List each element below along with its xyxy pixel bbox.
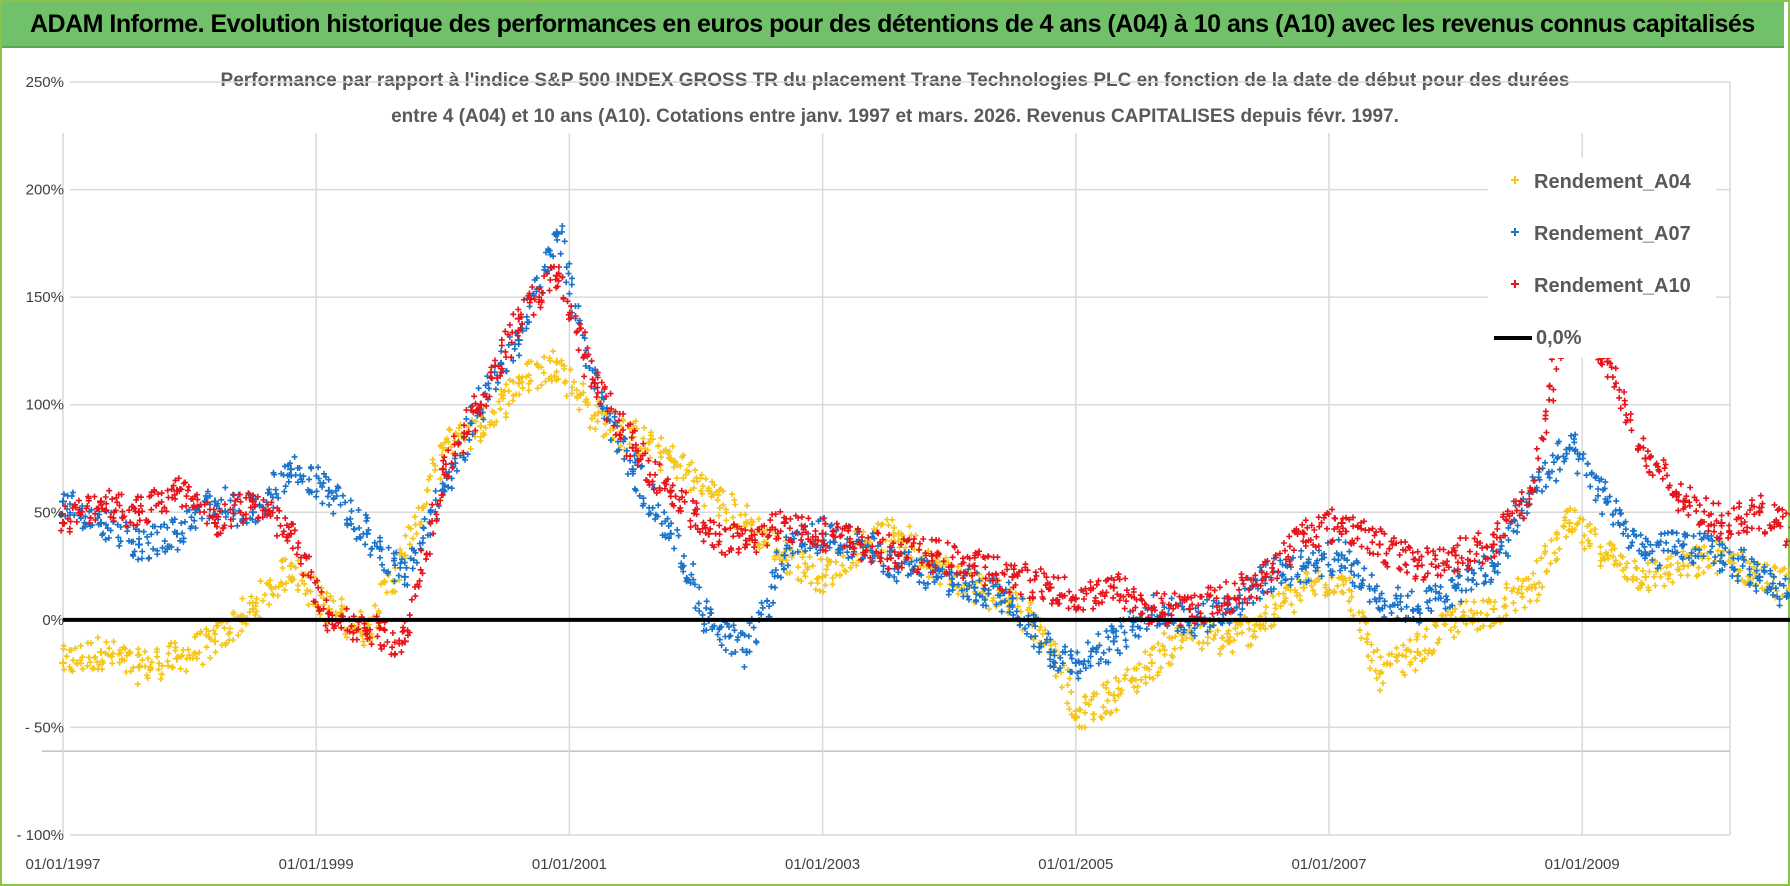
data-point: [970, 583, 979, 592]
chart-title-line2: entre 4 (A04) et 10 ans (A10). Cotations…: [391, 106, 1399, 127]
data-point: [96, 648, 105, 657]
x-tick-label: 01/01/2005: [1038, 856, 1113, 873]
banner-title: ADAM Informe. Evolution historique des p…: [30, 9, 1755, 38]
y-tick-label: 0%: [42, 612, 64, 629]
y-tick-label: 250%: [26, 74, 64, 91]
x-tick-label: 01/01/1997: [25, 856, 100, 873]
data-point: [1109, 637, 1118, 646]
data-point: [1489, 605, 1498, 614]
legend-marker: [1511, 280, 1519, 288]
scatter-cloud: [57, 223, 1790, 682]
x-tick-label: 01/01/1999: [279, 856, 354, 873]
legend-marker: [1511, 228, 1519, 236]
data-point: [210, 637, 219, 646]
y-tick-label: 100%: [26, 397, 64, 414]
data-point: [1565, 519, 1574, 528]
data-point: [780, 551, 789, 560]
data-point: [1337, 519, 1346, 528]
data-point: [1679, 540, 1688, 549]
x-tick-label: 01/01/2009: [1545, 856, 1620, 873]
data-point: [818, 529, 827, 538]
y-tick-label: 50%: [34, 504, 64, 521]
scatter-cloud: [58, 263, 1790, 658]
legend-box: [1488, 158, 1716, 358]
legend-label: Rendement_A07: [1534, 223, 1691, 245]
x-tick-label: 01/01/2007: [1291, 856, 1366, 873]
data-point: [1717, 551, 1726, 560]
series-layer: [57, 223, 1790, 731]
legend-label: Rendement_A10: [1534, 275, 1691, 297]
series-rendement-a07: [57, 223, 1790, 682]
chart-title-line1: Performance par rapport à l'indice S&P 5…: [221, 70, 1570, 91]
y-tick-label: - 50%: [25, 719, 64, 736]
zero-line-layer: [63, 617, 1790, 622]
legend-marker: [1511, 176, 1519, 184]
data-point: [400, 572, 409, 581]
y-tick-label: 150%: [26, 289, 64, 306]
data-point: [438, 465, 447, 474]
banner: ADAM Informe. Evolution historique des p…: [2, 2, 1784, 48]
data-point: [1451, 551, 1460, 560]
data-point: [1641, 454, 1650, 463]
axis-labels: 250% 200% 150% 100% 50% 0% - 50% - 100% 01/01/19…: [16, 74, 1620, 873]
series-rendement-a10: [58, 263, 1790, 658]
y-tick-label: - 100%: [16, 827, 64, 844]
data-point: [666, 529, 675, 538]
data-point: [59, 658, 67, 667]
data-point: [134, 540, 143, 549]
x-tick-label: 01/01/2001: [532, 856, 607, 873]
data-point: [590, 379, 599, 388]
y-tick-label: 200%: [26, 182, 64, 199]
x-tick-label: 01/01/2003: [785, 856, 860, 873]
data-point: [248, 508, 257, 517]
data-point: [1641, 572, 1650, 581]
legend-label: 0,0%: [1536, 327, 1582, 349]
data-point: [210, 519, 219, 528]
data-point: [286, 465, 295, 474]
data-point: [476, 422, 485, 431]
legend-label: Rendement_A04: [1534, 171, 1692, 193]
data-point: [1375, 669, 1384, 678]
data-point: [1147, 658, 1156, 667]
data-point: [1008, 594, 1017, 603]
data-point: [59, 497, 67, 506]
scatter-cloud: [60, 348, 1790, 731]
legend: Rendement_A04 Rendement_A07 Rendement_A10 0…: [1488, 158, 1716, 358]
data-point: [1375, 540, 1384, 549]
